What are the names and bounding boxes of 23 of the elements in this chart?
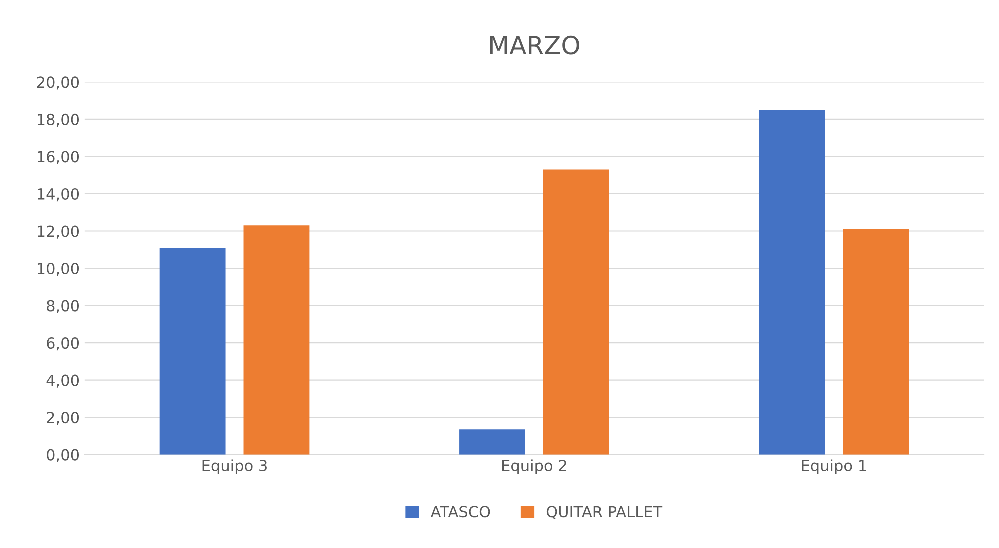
bar bbox=[543, 170, 610, 455]
y-tick-label: 20,00 bbox=[37, 76, 80, 90]
y-tick-label: 14,00 bbox=[38, 188, 80, 202]
y-tick-label: 2,00 bbox=[47, 412, 80, 426]
y-tick-label: 12,00 bbox=[38, 226, 80, 239]
bar bbox=[843, 229, 910, 455]
y-tick-label: 0,00 bbox=[47, 449, 80, 462]
x-tick-label: Equipo 1 bbox=[802, 460, 866, 474]
y-tick-label: 8,00 bbox=[47, 300, 80, 314]
legend-label: ATASCO bbox=[430, 506, 490, 518]
y-tick-label: 6,00 bbox=[47, 338, 80, 351]
bar bbox=[460, 430, 526, 455]
y-tick-label: 4,00 bbox=[46, 374, 80, 388]
bar bbox=[759, 110, 826, 455]
legend-label: QUITAR PALLET bbox=[546, 506, 663, 520]
x-tick-label: Equipo 3 bbox=[202, 460, 267, 474]
chart-title: MARZO bbox=[490, 36, 580, 55]
y-tick-label: 16,00 bbox=[38, 151, 80, 164]
y-tick-label: 10,00 bbox=[38, 262, 80, 276]
x-tick-label: Equipo 2 bbox=[502, 460, 566, 474]
bar bbox=[160, 248, 226, 455]
bar bbox=[244, 226, 310, 455]
y-tick-label: 18,00 bbox=[38, 114, 80, 128]
